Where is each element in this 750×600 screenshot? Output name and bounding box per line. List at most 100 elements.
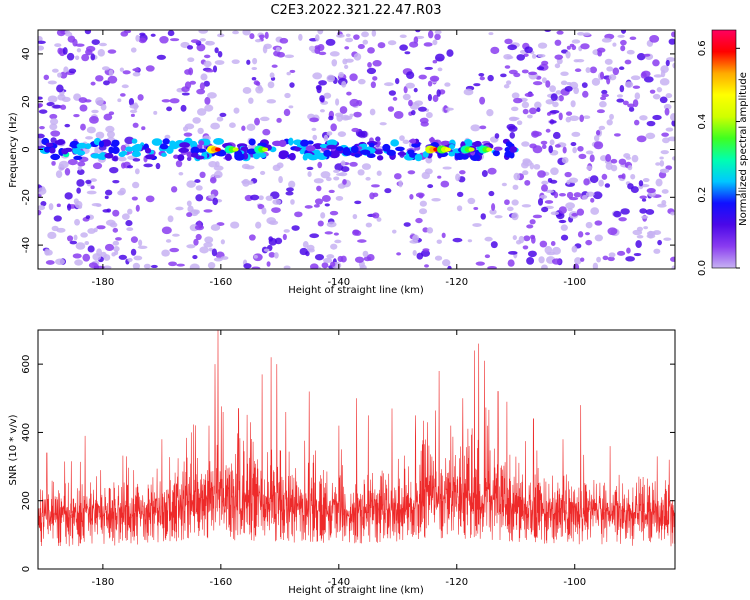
spectrogram-noise-cell bbox=[197, 127, 204, 135]
spectrogram-noise-cell bbox=[565, 51, 571, 59]
spectrogram-noise-cell bbox=[434, 33, 441, 41]
spectrogram-noise-cell bbox=[313, 204, 320, 208]
spectrogram-noise-cell bbox=[132, 158, 141, 162]
spectrogram-noise-cell bbox=[100, 103, 107, 111]
spectrogram-noise-cell bbox=[632, 85, 641, 89]
spectrogram-noise-cell bbox=[601, 89, 608, 95]
spectrogram-noise-cell bbox=[660, 150, 669, 155]
spectrogram-signal-cell bbox=[300, 139, 309, 147]
spectrogram-signal-cell bbox=[190, 140, 198, 149]
spectrogram-noise-cell bbox=[441, 232, 446, 239]
spectrogram-signal-cell bbox=[76, 142, 88, 149]
spectrogram-signal-cell bbox=[118, 151, 126, 157]
colorbar-tick-label: 0.2 bbox=[697, 187, 708, 203]
spectrogram-noise-cell bbox=[653, 74, 663, 78]
spectrogram-noise-cell bbox=[467, 197, 476, 205]
spectrogram-noise-cell bbox=[246, 59, 251, 65]
spectrogram-noise-cell bbox=[274, 237, 283, 245]
spectrogram-noise-cell bbox=[596, 109, 605, 114]
spectrogram-noise-cell bbox=[446, 49, 454, 57]
spectrogram-signal-cell bbox=[448, 144, 456, 150]
spectrogram-noise-cell bbox=[534, 101, 542, 109]
spectrogram-noise-cell bbox=[365, 176, 371, 181]
spectrogram-noise-cell bbox=[513, 97, 523, 104]
spectrogram-signal-cell bbox=[382, 143, 391, 152]
spectrogram-noise-cell bbox=[636, 135, 647, 143]
spectrogram-noise-cell bbox=[524, 92, 534, 97]
spectrogram-noise-cell bbox=[576, 208, 585, 216]
spectrogram-noise-cell bbox=[649, 89, 656, 94]
spectrogram-noise-cell bbox=[127, 208, 133, 215]
spectrogram-signal-cell bbox=[178, 147, 190, 153]
spectrogram-noise-cell bbox=[73, 113, 80, 118]
colorbar-label: Normalized spectral amplitude bbox=[738, 72, 749, 226]
spectrogram-noise-cell bbox=[102, 265, 112, 269]
spectrogram-noise-cell bbox=[434, 30, 442, 35]
colorbar-scale bbox=[711, 29, 737, 269]
spectrogram-noise-cell bbox=[574, 68, 582, 72]
spectrogram-hotspot bbox=[468, 147, 475, 152]
spectrogram-noise-cell bbox=[545, 99, 555, 105]
spectrogram-noise-cell bbox=[418, 193, 424, 199]
spectrogram-noise-cell bbox=[241, 125, 246, 131]
spectrogram-noise-cell bbox=[601, 93, 609, 98]
spectrogram-noise-cell bbox=[410, 109, 416, 116]
spectrogram-noise-cell bbox=[503, 84, 510, 89]
spectrogram-noise-cell bbox=[572, 263, 580, 269]
spectrogram-noise-cell bbox=[242, 87, 252, 94]
spectrogram-noise-cell bbox=[329, 210, 339, 216]
spectrogram-noise-cell bbox=[56, 84, 64, 93]
spectrogram-signal-cell bbox=[104, 152, 114, 159]
spectrogram-signal-cell bbox=[76, 150, 86, 156]
spectrogram-noise-cell bbox=[254, 38, 262, 43]
spectrogram-noise-cell bbox=[661, 189, 669, 194]
spectrogram-signal-cell bbox=[329, 150, 340, 159]
spectrogram-noise-cell bbox=[138, 239, 143, 247]
spectrogram-noise-cell bbox=[659, 78, 670, 86]
spectrogram-noise-cell bbox=[356, 239, 367, 243]
spectrogram-noise-cell bbox=[117, 98, 122, 103]
spectrogram-noise-cell bbox=[62, 47, 68, 55]
spectrogram-noise-cell bbox=[361, 31, 369, 38]
spectrogram-noise-cell bbox=[309, 233, 320, 239]
spectrogram-noise-cell bbox=[249, 33, 255, 40]
spectrogram-noise-cell bbox=[187, 57, 195, 63]
spectrogram-noise-cell bbox=[55, 258, 65, 265]
spectrogram-noise-cell bbox=[455, 173, 461, 182]
spectrogram-noise-cell bbox=[399, 135, 405, 141]
spectrogram-noise-cell bbox=[592, 262, 599, 269]
spectrogram-noise-cell bbox=[135, 204, 140, 212]
spectrogram-noise-cell bbox=[193, 238, 199, 246]
spectrogram-noise-cell bbox=[175, 160, 183, 168]
spectrogram-noise-cell bbox=[86, 126, 96, 134]
spectrogram-noise-cell bbox=[126, 227, 134, 232]
spectrogram-noise-cell bbox=[99, 42, 108, 47]
spectrogram-signal-cell bbox=[144, 147, 152, 154]
spectrogram-noise-cell bbox=[653, 248, 661, 254]
colorbar-ticks: 0.0 0.2 0.4 0.6 bbox=[697, 40, 740, 276]
spectrogram-noise-cell bbox=[652, 59, 660, 67]
spectrogram-noise-cell bbox=[570, 142, 577, 147]
spectrogram-noise-cell bbox=[159, 36, 169, 44]
spectrogram-noise-cell bbox=[667, 136, 675, 142]
spectrogram-noise-cell bbox=[569, 115, 580, 122]
spectrogram-noise-cell bbox=[291, 225, 300, 231]
spectrogram-noise-cell bbox=[522, 245, 529, 250]
spectrogram-noise-cell bbox=[186, 200, 192, 207]
spectrogram-noise-cell bbox=[204, 96, 211, 105]
spectrogram-noise-cell bbox=[647, 230, 654, 239]
spectrogram-signal-cell bbox=[411, 142, 421, 148]
spectrogram-noise-cell bbox=[53, 215, 62, 222]
spectrogram-noise-cell bbox=[269, 72, 275, 79]
spectrogram-noise-cell bbox=[257, 84, 263, 91]
spectrogram-noise-cell bbox=[486, 109, 494, 117]
spectrogram-noise-cell bbox=[376, 140, 381, 146]
spectrogram-noise-cell bbox=[283, 229, 290, 233]
spectrogram-noise-cell bbox=[186, 212, 193, 218]
spectrogram-noise-cell bbox=[506, 123, 516, 130]
spectrogram-noise-cell bbox=[85, 215, 91, 220]
spectrogram-noise-cell bbox=[272, 199, 282, 205]
spectrogram-noise-cell bbox=[444, 82, 451, 87]
spectrogram-noise-cell bbox=[80, 232, 88, 238]
spectrogram-noise-cell bbox=[217, 50, 223, 58]
